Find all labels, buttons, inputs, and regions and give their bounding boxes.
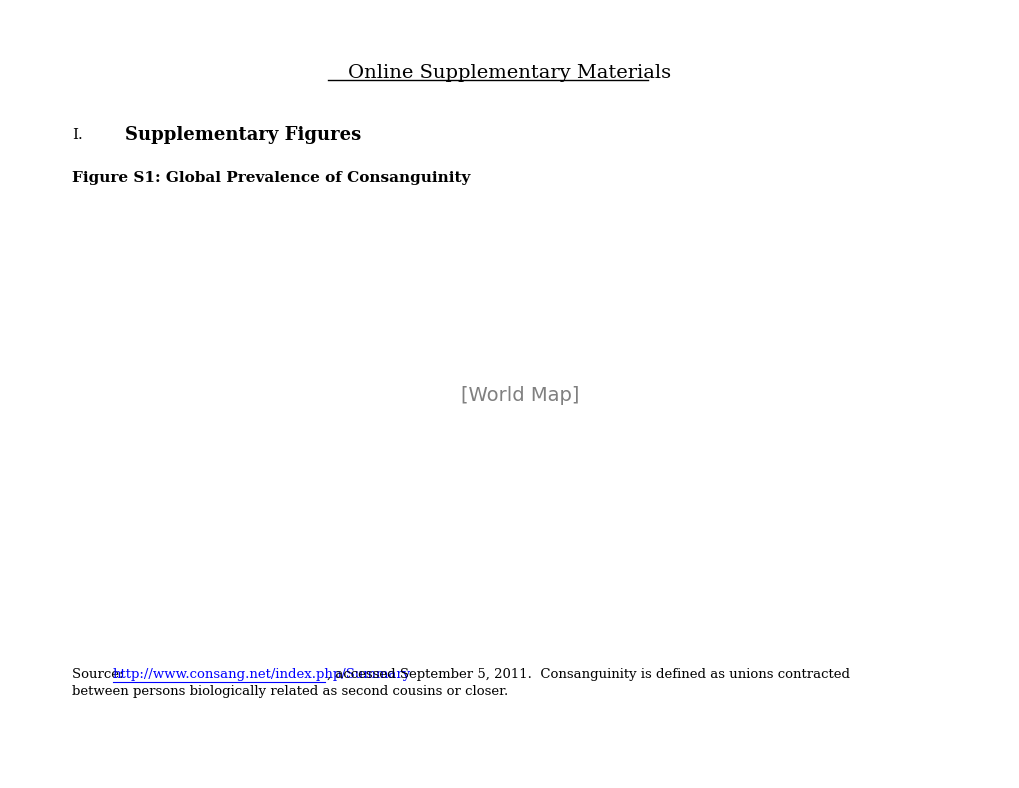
Text: I.: I.	[72, 128, 83, 142]
Text: Figure S1: Global Prevalence of Consanguinity: Figure S1: Global Prevalence of Consangu…	[72, 171, 470, 185]
Text: between persons biologically related as second cousins or closer.: between persons biologically related as …	[72, 685, 507, 698]
Text: Online Supplementary Materials: Online Supplementary Materials	[348, 64, 671, 82]
Text: http://www.consang.net/index.php/Summary: http://www.consang.net/index.php/Summary	[113, 668, 411, 681]
Text: Source:: Source:	[72, 668, 127, 681]
Text: , accessed September 5, 2011.  Consanguinity is defined as unions contracted: , accessed September 5, 2011. Consanguin…	[327, 668, 849, 681]
Text: [World Map]: [World Map]	[461, 386, 579, 406]
Text: Supplementary Figures: Supplementary Figures	[125, 126, 361, 144]
